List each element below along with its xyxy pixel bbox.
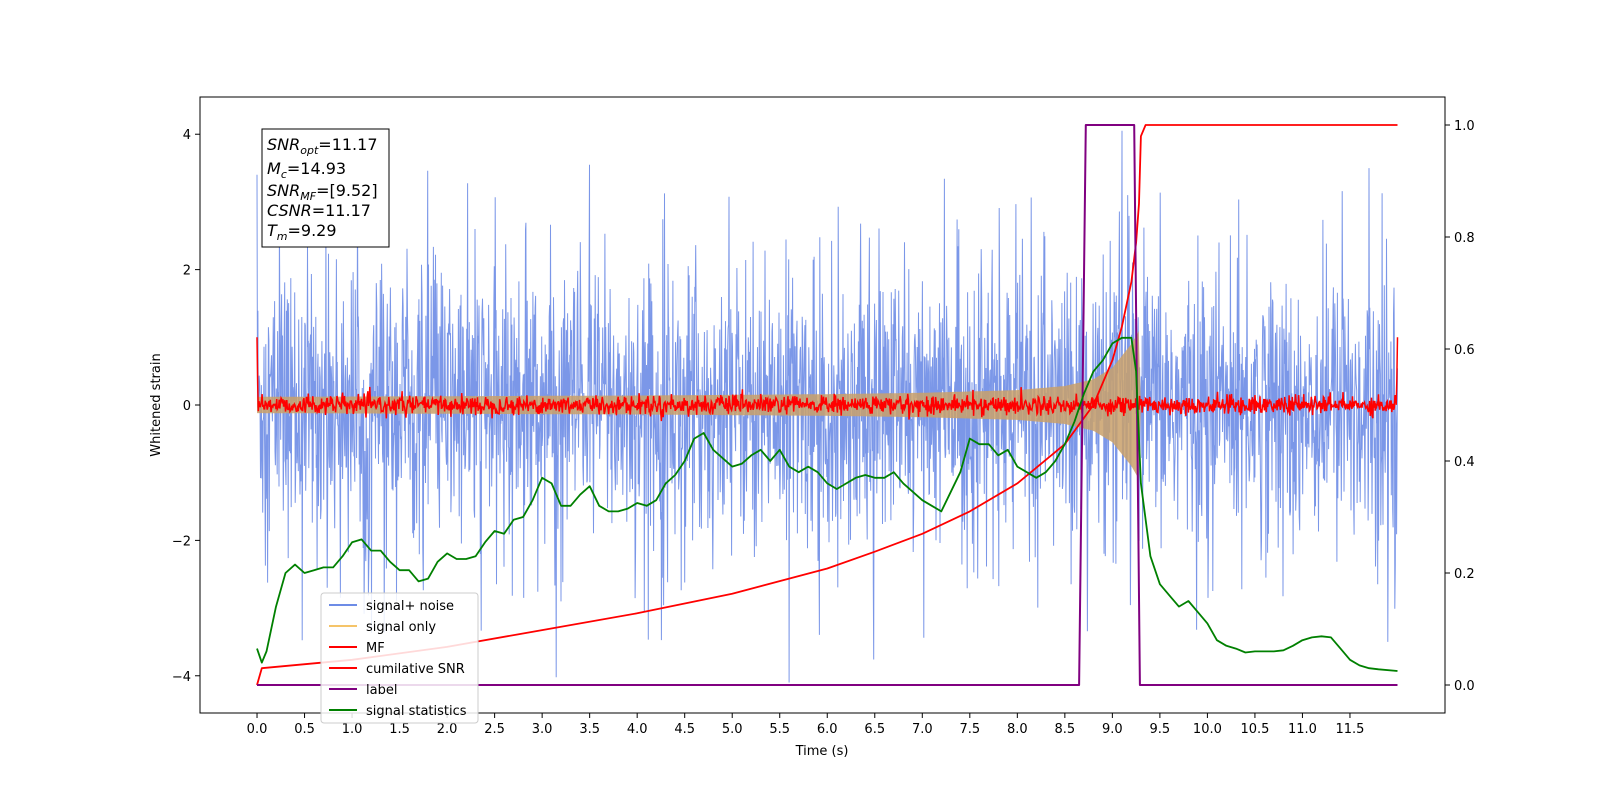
- y-axis-label: Whitened strain: [149, 353, 164, 456]
- x-axis-label: Time (s): [795, 744, 849, 759]
- y-tick-label: 2: [183, 264, 191, 279]
- x-tick-label: 11.5: [1335, 722, 1364, 737]
- legend-label-label: label: [366, 683, 397, 698]
- annotation-csnr: CSNR=11.17: [267, 201, 371, 220]
- x-tick-label: 4.5: [674, 722, 695, 737]
- x-tick-label: 6.5: [864, 722, 885, 737]
- x-tick-label: 3.5: [579, 722, 600, 737]
- legend-label-csnr: cumilative SNR: [366, 662, 465, 677]
- annotation-box: SNRopt=11.17 Mc=14.93 SNRMF=[9.52] CSNR=…: [261, 128, 390, 248]
- legend-label-signal-only: signal only: [366, 620, 436, 635]
- annotation-tm: Tm=9.29: [267, 221, 337, 243]
- y2-tick-label: 0.8: [1454, 231, 1475, 246]
- legend-frame: [320, 592, 479, 724]
- x-tick-label: 11.0: [1288, 722, 1317, 737]
- series-mf: [256, 337, 1399, 422]
- x-tick-label: 9.0: [1102, 722, 1123, 737]
- legend-label-stats: signal statistics: [366, 704, 467, 719]
- legend-label-mf: MF: [366, 641, 385, 656]
- annotation-snr-mf: SNRMF=[9.52]: [267, 181, 378, 203]
- x-tick-label: 3.0: [532, 722, 553, 737]
- y2-tick-label: 0.0: [1454, 679, 1475, 694]
- annotation-frame: [261, 128, 390, 248]
- x-tick-label: 8.0: [1007, 722, 1028, 737]
- y-tick-label: 4: [183, 128, 191, 143]
- series-layer: [256, 124, 1399, 686]
- x-tick-label: 8.5: [1055, 722, 1076, 737]
- y-tick-label: 0: [183, 399, 191, 414]
- x-tick-label: 2.5: [484, 722, 505, 737]
- legend: signal+ noise signal only MF cumilative …: [320, 592, 479, 724]
- x-tick-label: 6.0: [817, 722, 838, 737]
- legend-label-signal-noise: signal+ noise: [366, 599, 454, 614]
- y2-tick-label: 1.0: [1454, 119, 1475, 134]
- y2-tick-label: 0.6: [1454, 343, 1475, 358]
- x-tick-label: 0.0: [247, 722, 268, 737]
- x-tick-label: 0.5: [294, 722, 315, 737]
- x-tick-label: 4.0: [627, 722, 648, 737]
- x-axis-ticks: 0.0 0.5 1.0 1.5 2.0 2.5 3.0 3.5 4.0 4.5 5.0 5.5 6.0 6…: [247, 713, 1364, 737]
- y-tick-label: −4: [172, 670, 191, 685]
- series-cumulative-snr: [256, 124, 1398, 686]
- x-tick-label: 10.0: [1193, 722, 1222, 737]
- x-tick-label: 9.5: [1150, 722, 1171, 737]
- y-tick-label: −2: [172, 534, 191, 549]
- series-signal-statistics: [256, 336, 1398, 672]
- annotation-snr-opt: SNRopt=11.17: [267, 135, 378, 157]
- x-tick-label: 5.0: [722, 722, 743, 737]
- x-tick-label: 2.0: [437, 722, 458, 737]
- series-signal-noise: [256, 130, 1398, 683]
- y2-tick-label: 0.4: [1454, 455, 1475, 470]
- x-tick-label: 5.5: [769, 722, 790, 737]
- annotation-mc: Mc=14.93: [267, 159, 346, 181]
- y2-axis-ticks: 1.0 0.8 0.6 0.4 0.2 0.0: [1445, 119, 1475, 694]
- x-tick-label: 1.5: [389, 722, 410, 737]
- y-axis-ticks: 4 2 0 −2 −4: [172, 128, 200, 685]
- series-label: [257, 124, 1398, 686]
- x-tick-label: 10.5: [1240, 722, 1269, 737]
- x-tick-label: 1.0: [342, 722, 363, 737]
- x-tick-label: 7.5: [959, 722, 980, 737]
- y2-tick-label: 0.2: [1454, 567, 1475, 582]
- x-tick-label: 7.0: [912, 722, 933, 737]
